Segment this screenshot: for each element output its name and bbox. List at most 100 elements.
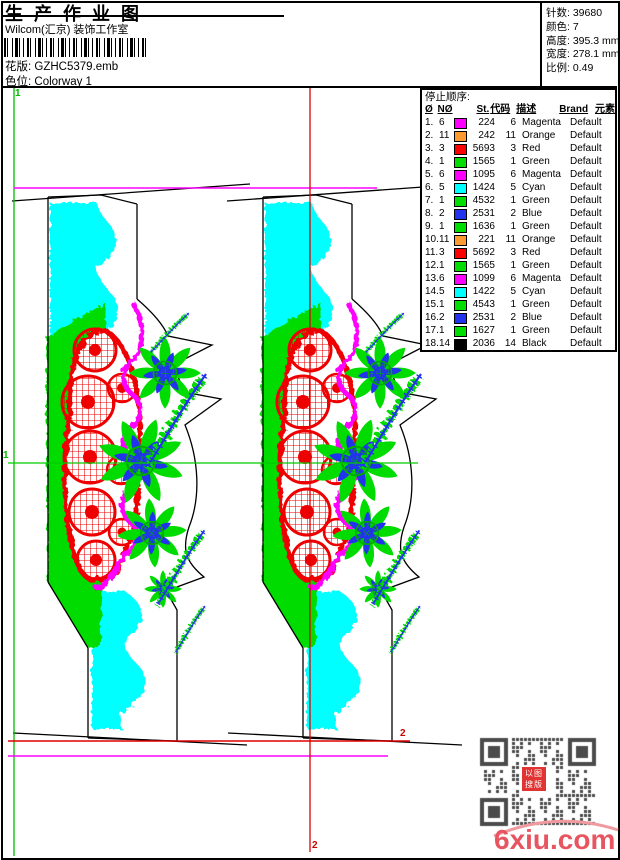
color-swatch [454, 131, 467, 142]
row-desc: Magenta [522, 273, 561, 285]
color-swatch [454, 326, 467, 337]
row-seq: 11. [425, 247, 439, 259]
row-brand: Default [570, 117, 602, 129]
row-n: 1 [439, 325, 445, 337]
row-brand: Default [570, 130, 602, 142]
guide-label-2-right: 2 [400, 728, 406, 739]
row-swatch [454, 326, 469, 337]
row-desc: Blue [522, 312, 543, 324]
table-row: 2. 11 242 11 Orange Default [422, 130, 615, 143]
row-n: 5 [439, 286, 445, 298]
row-desc: Cyan [522, 286, 546, 298]
qr-code: 以图 搜版 [479, 737, 597, 827]
qr-logo-line1: 以图 [525, 769, 543, 778]
table-row: 15. 1 4543 1 Green Default [422, 299, 615, 312]
row-brand: Default [570, 286, 602, 298]
design-file-row: 花版: GZHC5379.emb [5, 58, 118, 74]
row-desc: Green [522, 156, 550, 168]
row-n: 3 [439, 143, 445, 155]
info-row: 针数: 39680 [546, 7, 603, 19]
row-st: 1099 [472, 273, 495, 285]
stop-sequence-table: 停止顺序: Ø NØ St. 代码 描述 Brand 元素 1. 6 224 6… [420, 88, 617, 352]
table-row: 5. 6 1095 6 Magenta Default [422, 169, 615, 182]
row-st: 5692 [472, 247, 495, 259]
row-brand: Default [570, 234, 602, 246]
table-row: 7. 1 4532 1 Green Default [422, 195, 615, 208]
guide-lines [8, 88, 418, 856]
row-desc: Black [522, 338, 547, 350]
row-code: 6 [510, 169, 516, 181]
table-row: 17. 1 1627 1 Green Default [422, 325, 615, 338]
color-swatch [454, 313, 467, 324]
row-st: 4543 [472, 299, 495, 311]
site-watermark: 6xiu.com [492, 818, 620, 858]
row-seq: 15. [425, 299, 439, 311]
info-row: 宽度: 278.1 mm [546, 48, 620, 61]
design-area-top-border [2, 86, 617, 88]
page-title: 生产作业图 [5, 4, 150, 24]
row-code: 1 [510, 260, 516, 272]
row-code: 11 [505, 130, 516, 142]
row-n: 6 [439, 169, 445, 181]
row-seq: 16. [425, 312, 439, 324]
row-desc: Green [522, 299, 550, 311]
row-seq: 8. [425, 208, 434, 220]
color-swatch [454, 261, 467, 272]
row-code: 1 [510, 221, 516, 233]
row-n: 1 [439, 221, 445, 233]
table-row: 16. 2 2531 2 Blue Default [422, 312, 615, 325]
col-st: St. [476, 104, 490, 116]
row-swatch [454, 170, 469, 181]
color-swatch [454, 157, 467, 168]
colorway-value: Colorway 1 [34, 76, 92, 88]
row-n: 11 [439, 234, 450, 246]
row-swatch [454, 287, 469, 298]
table-row: 12. 1 1565 1 Green Default [422, 260, 615, 273]
table-row: 9. 1 1636 1 Green Default [422, 221, 615, 234]
row-desc: Orange [522, 130, 556, 142]
color-swatch [454, 183, 467, 194]
row-desc: Magenta [522, 169, 561, 181]
row-st: 224 [478, 117, 495, 129]
row-seq: 13. [425, 273, 439, 285]
row-swatch [454, 222, 469, 233]
color-swatch [454, 287, 467, 298]
row-st: 1565 [472, 156, 495, 168]
row-swatch [454, 131, 469, 142]
info-row: 颜色: 7 [546, 20, 579, 33]
row-code: 6 [510, 117, 516, 129]
table-row: 13. 6 1099 6 Magenta Default [422, 273, 615, 286]
row-seq: 17. [425, 325, 439, 337]
row-brand: Default [570, 312, 602, 324]
row-n: 5 [439, 182, 445, 194]
col-n: NØ [437, 104, 453, 116]
title-underline [2, 15, 284, 17]
table-row: 1. 6 224 6 Magenta Default [422, 117, 615, 130]
design-file-label: 花版: [5, 61, 32, 73]
row-code: 11 [505, 234, 516, 246]
row-seq: 5. [425, 169, 434, 181]
row-n: 6 [439, 273, 445, 285]
colorway-label: 色位: [5, 76, 32, 88]
row-swatch [454, 274, 469, 285]
row-seq: 1. [425, 117, 434, 129]
row-seq: 12. [425, 260, 439, 272]
row-seq: 4. [425, 156, 434, 168]
color-swatch [454, 339, 467, 350]
row-st: 242 [478, 130, 495, 142]
row-swatch [454, 144, 469, 155]
row-seq: 7. [425, 195, 434, 207]
table-row: 18. 14 2036 14 Black Default [422, 338, 615, 350]
row-desc: Green [522, 325, 550, 337]
color-swatch [454, 235, 467, 246]
row-desc: Orange [522, 234, 556, 246]
row-brand: Default [570, 273, 602, 285]
stop-sequence-title: 停止顺序: [425, 91, 470, 103]
row-swatch [454, 183, 469, 194]
row-code: 14 [504, 338, 516, 350]
table-row: 6. 5 1424 5 Cyan Default [422, 182, 615, 195]
row-seq: 2. [425, 130, 434, 142]
row-st: 2531 [472, 312, 495, 324]
qr-logo-line2: 搜版 [525, 780, 543, 789]
row-seq: 10. [425, 234, 439, 246]
